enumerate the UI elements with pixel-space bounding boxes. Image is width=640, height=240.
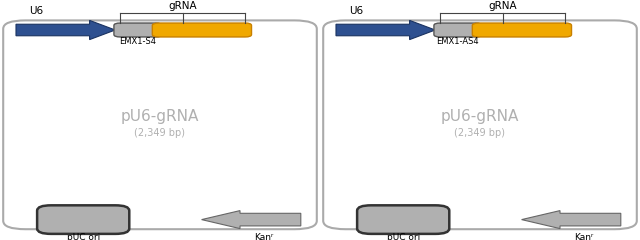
Text: pUC ori: pUC ori [387, 233, 420, 240]
Text: EMX1-AS4: EMX1-AS4 [436, 37, 479, 47]
Polygon shape [16, 20, 115, 40]
FancyBboxPatch shape [472, 23, 572, 37]
Text: pU6-gRNA: pU6-gRNA [121, 109, 199, 124]
Text: pUC ori: pUC ori [67, 233, 100, 240]
Text: gRNA: gRNA [168, 1, 197, 11]
Polygon shape [522, 211, 621, 228]
Text: Kanʳ: Kanʳ [574, 233, 594, 240]
FancyBboxPatch shape [434, 23, 482, 37]
FancyBboxPatch shape [152, 23, 252, 37]
Text: U6: U6 [349, 6, 363, 16]
FancyBboxPatch shape [114, 23, 162, 37]
Text: (2,349 bp): (2,349 bp) [134, 128, 186, 138]
Text: EMX1-S4: EMX1-S4 [120, 37, 156, 47]
Text: pU6-gRNA: pU6-gRNA [441, 109, 519, 124]
FancyBboxPatch shape [357, 205, 449, 234]
FancyBboxPatch shape [3, 20, 317, 229]
Text: U6: U6 [29, 6, 43, 16]
Text: gRNA: gRNA [488, 1, 517, 11]
FancyBboxPatch shape [323, 20, 637, 229]
Polygon shape [202, 211, 301, 228]
Text: Kanʳ: Kanʳ [254, 233, 274, 240]
Text: (2,349 bp): (2,349 bp) [454, 128, 506, 138]
Polygon shape [336, 20, 435, 40]
FancyBboxPatch shape [37, 205, 129, 234]
